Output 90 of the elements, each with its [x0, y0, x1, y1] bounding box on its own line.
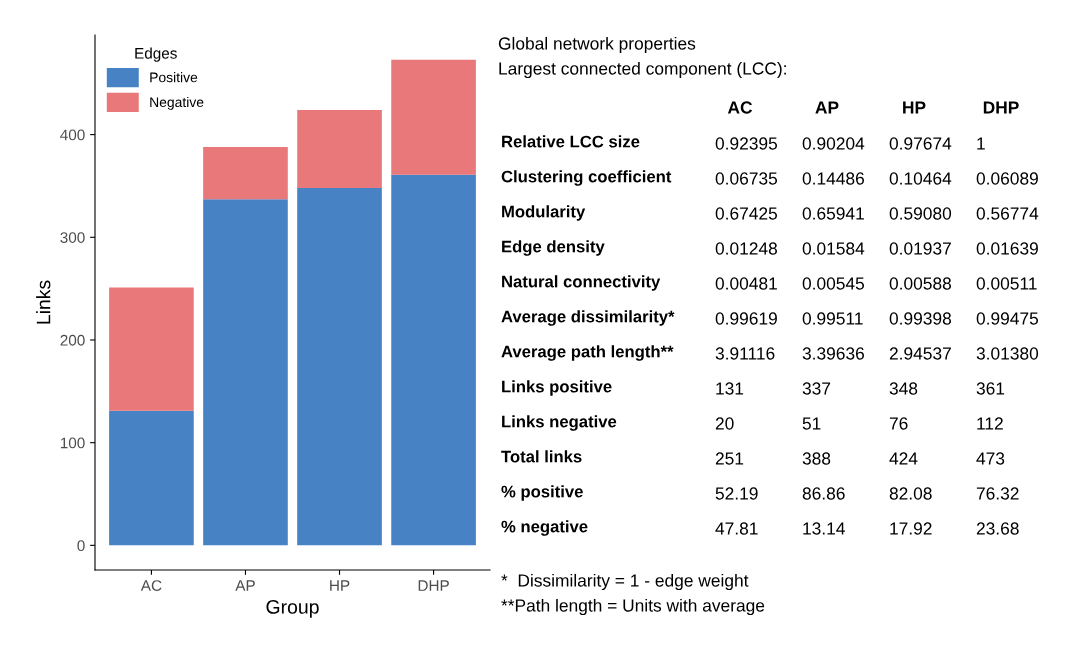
- x-tick-label: AP: [235, 580, 255, 591]
- text: Largest connected component (LCC):: [499, 61, 786, 79]
- text: 348: [889, 382, 918, 395]
- text: 0.01584: [802, 242, 865, 255]
- text: 2.94537: [889, 347, 951, 360]
- text: 52.19: [715, 487, 758, 500]
- y-tick-label: 100: [60, 437, 85, 449]
- text: 86.86: [802, 487, 845, 500]
- category-label: AC: [727, 101, 753, 114]
- text: 251: [715, 452, 744, 465]
- text: 3.01380: [976, 347, 1039, 360]
- category-label: Links negative: [502, 415, 617, 431]
- text: 337: [802, 382, 831, 395]
- category-label: Modularity: [502, 205, 586, 221]
- x-tick-label: AC: [140, 580, 162, 591]
- y-axis-title: Links: [36, 280, 51, 324]
- text: 0.00511: [976, 277, 1037, 290]
- text: 23.68: [976, 522, 1019, 535]
- category-label: % negative: [501, 520, 588, 536]
- text: 0.90204: [802, 137, 865, 150]
- text: 0.65941: [802, 207, 864, 220]
- y-tick-label: 300: [60, 232, 85, 243]
- category-label: Relative LCC size: [502, 135, 640, 148]
- text: 0.01248: [715, 242, 777, 255]
- text: 13.14: [803, 522, 845, 535]
- text: 0.97674: [889, 137, 952, 150]
- text: 0.99475: [976, 312, 1039, 325]
- text: Global network properties: [498, 36, 696, 54]
- text: 0.06089: [976, 172, 1038, 185]
- text: 76.32: [976, 487, 1019, 500]
- category-label: AP: [815, 101, 839, 114]
- y-tick-label: 200: [60, 334, 85, 346]
- text: 0.06735: [715, 172, 778, 185]
- text: 112: [977, 417, 1003, 430]
- text: 0.59080: [889, 207, 952, 220]
- text: 17.92: [890, 522, 932, 535]
- bar: [297, 188, 382, 546]
- text: 0.99398: [889, 312, 951, 325]
- text: 47.81: [715, 522, 758, 535]
- bar: [109, 410, 194, 546]
- text: 0.92395: [715, 137, 778, 150]
- category-label: DHP: [983, 101, 1019, 114]
- text: 0.01639: [976, 242, 1038, 255]
- category-label: Average path length**: [501, 345, 674, 361]
- y-tick-label: 400: [60, 129, 85, 141]
- text: 82.08: [889, 487, 932, 500]
- text: 3.39636: [802, 347, 864, 360]
- text: 3.91116: [715, 347, 775, 360]
- text: 51: [802, 417, 821, 430]
- category-label: % positive: [501, 485, 583, 501]
- x-tick-label: HP: [330, 580, 350, 591]
- category-label: Clustering coefficient: [501, 170, 672, 186]
- y-tick-label: 0: [77, 540, 85, 552]
- text: 424: [889, 452, 918, 465]
- text: 76: [889, 417, 908, 430]
- legend-label: Positive: [150, 72, 198, 83]
- category-label: Average dissimilarity*: [501, 310, 675, 326]
- text: **Path length = Units with average: [501, 598, 765, 616]
- bar: [109, 287, 194, 411]
- text: 1: [977, 137, 985, 150]
- bar: [391, 174, 476, 546]
- text: 361: [976, 382, 1005, 395]
- category-label: Natural connectivity: [502, 275, 661, 291]
- bar: [203, 146, 288, 200]
- legend-title: Edges: [135, 47, 177, 62]
- text: 0.00588: [889, 277, 951, 290]
- text: 0.00481: [715, 277, 777, 290]
- text: 0.00545: [802, 277, 865, 290]
- text: 0.67425: [715, 207, 778, 220]
- x-axis-title: Group: [266, 600, 319, 618]
- bar: [297, 109, 382, 188]
- legend-label: Negative: [150, 96, 204, 110]
- text: * Dissimilarity = 1 - edge weight: [501, 573, 749, 591]
- category-label: Total links: [501, 450, 582, 463]
- text: 0.56774: [976, 207, 1039, 220]
- text: 0.01937: [889, 242, 951, 255]
- text: 20: [715, 417, 734, 430]
- text: 0.14486: [802, 172, 864, 185]
- text: 388: [802, 452, 831, 465]
- text: 0.99619: [715, 312, 777, 325]
- bar: [203, 199, 288, 546]
- text: 0.99511: [802, 312, 863, 325]
- category-label: Edge density: [502, 240, 605, 256]
- category-label: HP: [903, 101, 926, 114]
- text: 131: [716, 382, 744, 395]
- x-tick-label: DHP: [418, 580, 449, 591]
- text: 0.10464: [889, 172, 952, 185]
- text: 473: [976, 452, 1005, 465]
- category-label: Links positive: [502, 380, 612, 396]
- bar: [391, 59, 476, 175]
